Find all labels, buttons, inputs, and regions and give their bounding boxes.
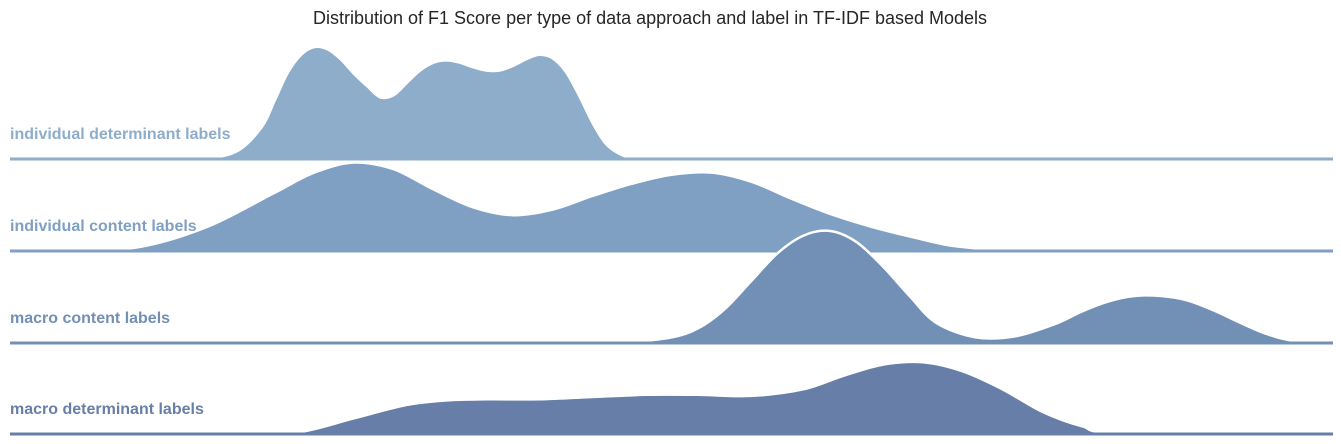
series-label: macro content labels	[10, 310, 170, 327]
series-label: individual content labels	[10, 218, 197, 235]
density-area-macro-determinant-labels	[10, 361, 1333, 435]
density-area-individual-determinant-labels	[10, 46, 1333, 160]
ridge-macro-determinant-labels: macro determinant labels	[9, 360, 1334, 436]
density-outline-individual-content-labels	[9, 161, 1333, 253]
series-label: macro determinant labels	[10, 401, 204, 418]
series-label: individual determinant labels	[10, 126, 231, 143]
ridge-individual-determinant-labels: individual determinant labels	[10, 45, 1333, 161]
ridges: individual determinant labels individual …	[9, 45, 1334, 436]
ridge-macro-content-labels: macro content labels	[10, 229, 1334, 345]
density-area-macro-content-labels	[10, 230, 1333, 344]
density-outline-individual-determinant-labels	[10, 45, 1333, 161]
ridge-individual-content-labels: individual content labels	[9, 161, 1333, 253]
density-outline-macro-determinant-labels	[9, 360, 1334, 436]
density-area-individual-content-labels	[10, 162, 1333, 252]
chart-title: Distribution of F1 Score per type of dat…	[313, 8, 987, 28]
